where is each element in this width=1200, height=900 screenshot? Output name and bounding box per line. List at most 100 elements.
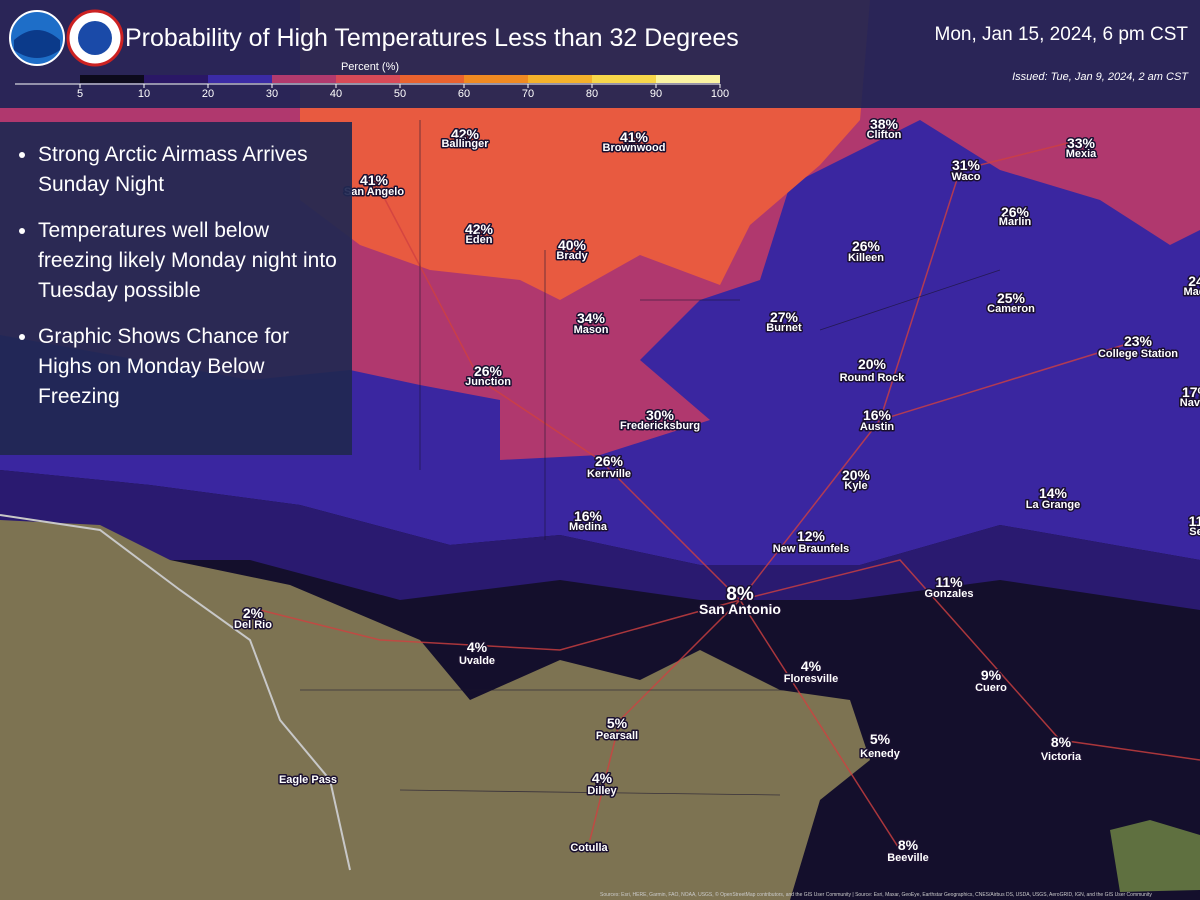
city-name: Waco bbox=[952, 171, 981, 183]
logo-noaa-wave bbox=[14, 30, 60, 58]
city-percent: 26% bbox=[595, 453, 624, 469]
city-name: Madi bbox=[1183, 286, 1200, 298]
city-percent: 16% bbox=[574, 508, 603, 524]
city-name: Cuero bbox=[975, 682, 1007, 694]
legend-tick-label: 5 bbox=[77, 88, 83, 100]
city-percent: 41% bbox=[620, 129, 649, 145]
city-name: Brownwood bbox=[603, 142, 666, 154]
legend-swatch bbox=[400, 75, 464, 83]
city-name: Killeen bbox=[848, 252, 884, 264]
county-lines bbox=[300, 120, 1001, 796]
city-percent: 38% bbox=[870, 116, 899, 132]
valid-time: Mon, Jan 15, 2024, 6 pm CST bbox=[935, 24, 1189, 45]
city-name: Eden bbox=[466, 234, 493, 246]
city-name: Floresville bbox=[784, 673, 838, 685]
header-bar bbox=[0, 0, 1200, 108]
city-percent: 42% bbox=[465, 221, 494, 237]
city-percent: 11% bbox=[935, 574, 963, 590]
city-percent: 2% bbox=[243, 605, 264, 621]
city-percent: 31% bbox=[952, 157, 981, 173]
legend-tick-label: 10 bbox=[138, 88, 150, 100]
city-name: Mexia bbox=[1066, 148, 1097, 160]
city-name: Junction bbox=[465, 376, 511, 388]
bullet: Temperatures well below freezing likely … bbox=[38, 216, 338, 306]
legend-tick-label: 60 bbox=[458, 88, 470, 100]
city-percent: 30% bbox=[646, 407, 675, 423]
city-name: Dilley bbox=[587, 785, 617, 797]
city-name: Cameron bbox=[987, 303, 1035, 315]
city-percent: 20% bbox=[842, 467, 871, 483]
attribution: Sources: Esri, HERE, Garmin, FAO, NOAA, … bbox=[600, 891, 1152, 898]
legend-swatch bbox=[80, 75, 144, 83]
city-percent: 8% bbox=[726, 584, 754, 605]
city-name: Navas bbox=[1180, 397, 1200, 409]
city-percent: 26% bbox=[474, 363, 503, 379]
city-percent: 23% bbox=[1124, 333, 1153, 349]
legend-tick-label: 30 bbox=[266, 88, 278, 100]
legend-swatch bbox=[528, 75, 592, 83]
roads bbox=[259, 139, 1200, 851]
city-percent: 8% bbox=[1051, 734, 1072, 750]
legend-tick-label: 90 bbox=[650, 88, 662, 100]
city-name: Round Rock bbox=[840, 372, 906, 384]
city-percent: 25% bbox=[997, 290, 1026, 306]
city-percent: 34% bbox=[577, 310, 606, 326]
legend-swatch bbox=[656, 75, 720, 83]
info-panel: Strong Arctic Airmass Arrives Sunday Nig… bbox=[0, 122, 352, 455]
city-name: Beeville bbox=[887, 852, 929, 864]
city-percent: 33% bbox=[1067, 135, 1096, 151]
city-name: Mason bbox=[574, 324, 609, 336]
city-percent: 11 bbox=[1189, 513, 1200, 529]
river bbox=[0, 514, 351, 871]
city-percent: 12% bbox=[797, 528, 826, 544]
city-name: Marlin bbox=[999, 216, 1032, 228]
city-percent: 9% bbox=[981, 667, 1002, 683]
logo-nws-inner bbox=[78, 21, 112, 55]
city-name: Clifton bbox=[867, 129, 902, 141]
city-name: Kyle bbox=[844, 480, 867, 492]
city-name: Kerrville bbox=[587, 468, 631, 480]
terrain bbox=[0, 520, 870, 900]
issued: Issued: Tue, Jan 9, 2024, 2 am CST bbox=[1012, 71, 1189, 83]
city-name: Se bbox=[1189, 526, 1200, 538]
city-percent: 42% bbox=[451, 126, 480, 142]
legend-tick-label: 20 bbox=[202, 88, 214, 100]
city-name: Victoria bbox=[1041, 751, 1082, 763]
city-percent: 14% bbox=[1039, 485, 1068, 501]
city-percent: 4% bbox=[467, 639, 488, 655]
city-name: Fredericksburg bbox=[620, 420, 700, 432]
city-name: Eagle Pass bbox=[279, 774, 337, 786]
city-percent: 24 bbox=[1188, 273, 1200, 289]
zone-dark-purple bbox=[0, 470, 1200, 610]
bullet: Strong Arctic Airmass Arrives Sunday Nig… bbox=[38, 140, 338, 200]
legend-tick-label: 40 bbox=[330, 88, 342, 100]
city-percent: 8% bbox=[898, 837, 919, 853]
city-percent: 4% bbox=[592, 770, 613, 786]
legend-swatch bbox=[208, 75, 272, 83]
city-name: College Station bbox=[1098, 348, 1178, 360]
legend-swatch bbox=[336, 75, 400, 83]
city-name: Pearsall bbox=[596, 730, 638, 742]
city-name: Cotulla bbox=[570, 842, 608, 854]
city-name: Kenedy bbox=[860, 748, 901, 760]
city-name: Austin bbox=[860, 421, 895, 433]
terrain-green bbox=[1110, 820, 1200, 892]
city-name: Del Rio bbox=[234, 619, 272, 631]
city-name: San Antonio bbox=[699, 601, 781, 617]
legend-tick-label: 50 bbox=[394, 88, 406, 100]
city-name: Brady bbox=[556, 250, 588, 262]
city-percent: 16% bbox=[863, 407, 892, 423]
legend-title: Percent (%) bbox=[341, 61, 399, 73]
legend-swatch bbox=[144, 75, 208, 83]
city-percent: 26% bbox=[852, 238, 881, 254]
city-name: Ballinger bbox=[441, 138, 489, 150]
legend-tick-label: 70 bbox=[522, 88, 534, 100]
city-percent: 5% bbox=[607, 715, 628, 731]
city-name: Gonzales bbox=[925, 588, 974, 600]
city-percent: 27% bbox=[770, 309, 799, 325]
city-name: New Braunfels bbox=[773, 543, 849, 555]
legend-swatch bbox=[272, 75, 336, 83]
bullet-list: Strong Arctic Airmass Arrives Sunday Nig… bbox=[16, 140, 338, 412]
